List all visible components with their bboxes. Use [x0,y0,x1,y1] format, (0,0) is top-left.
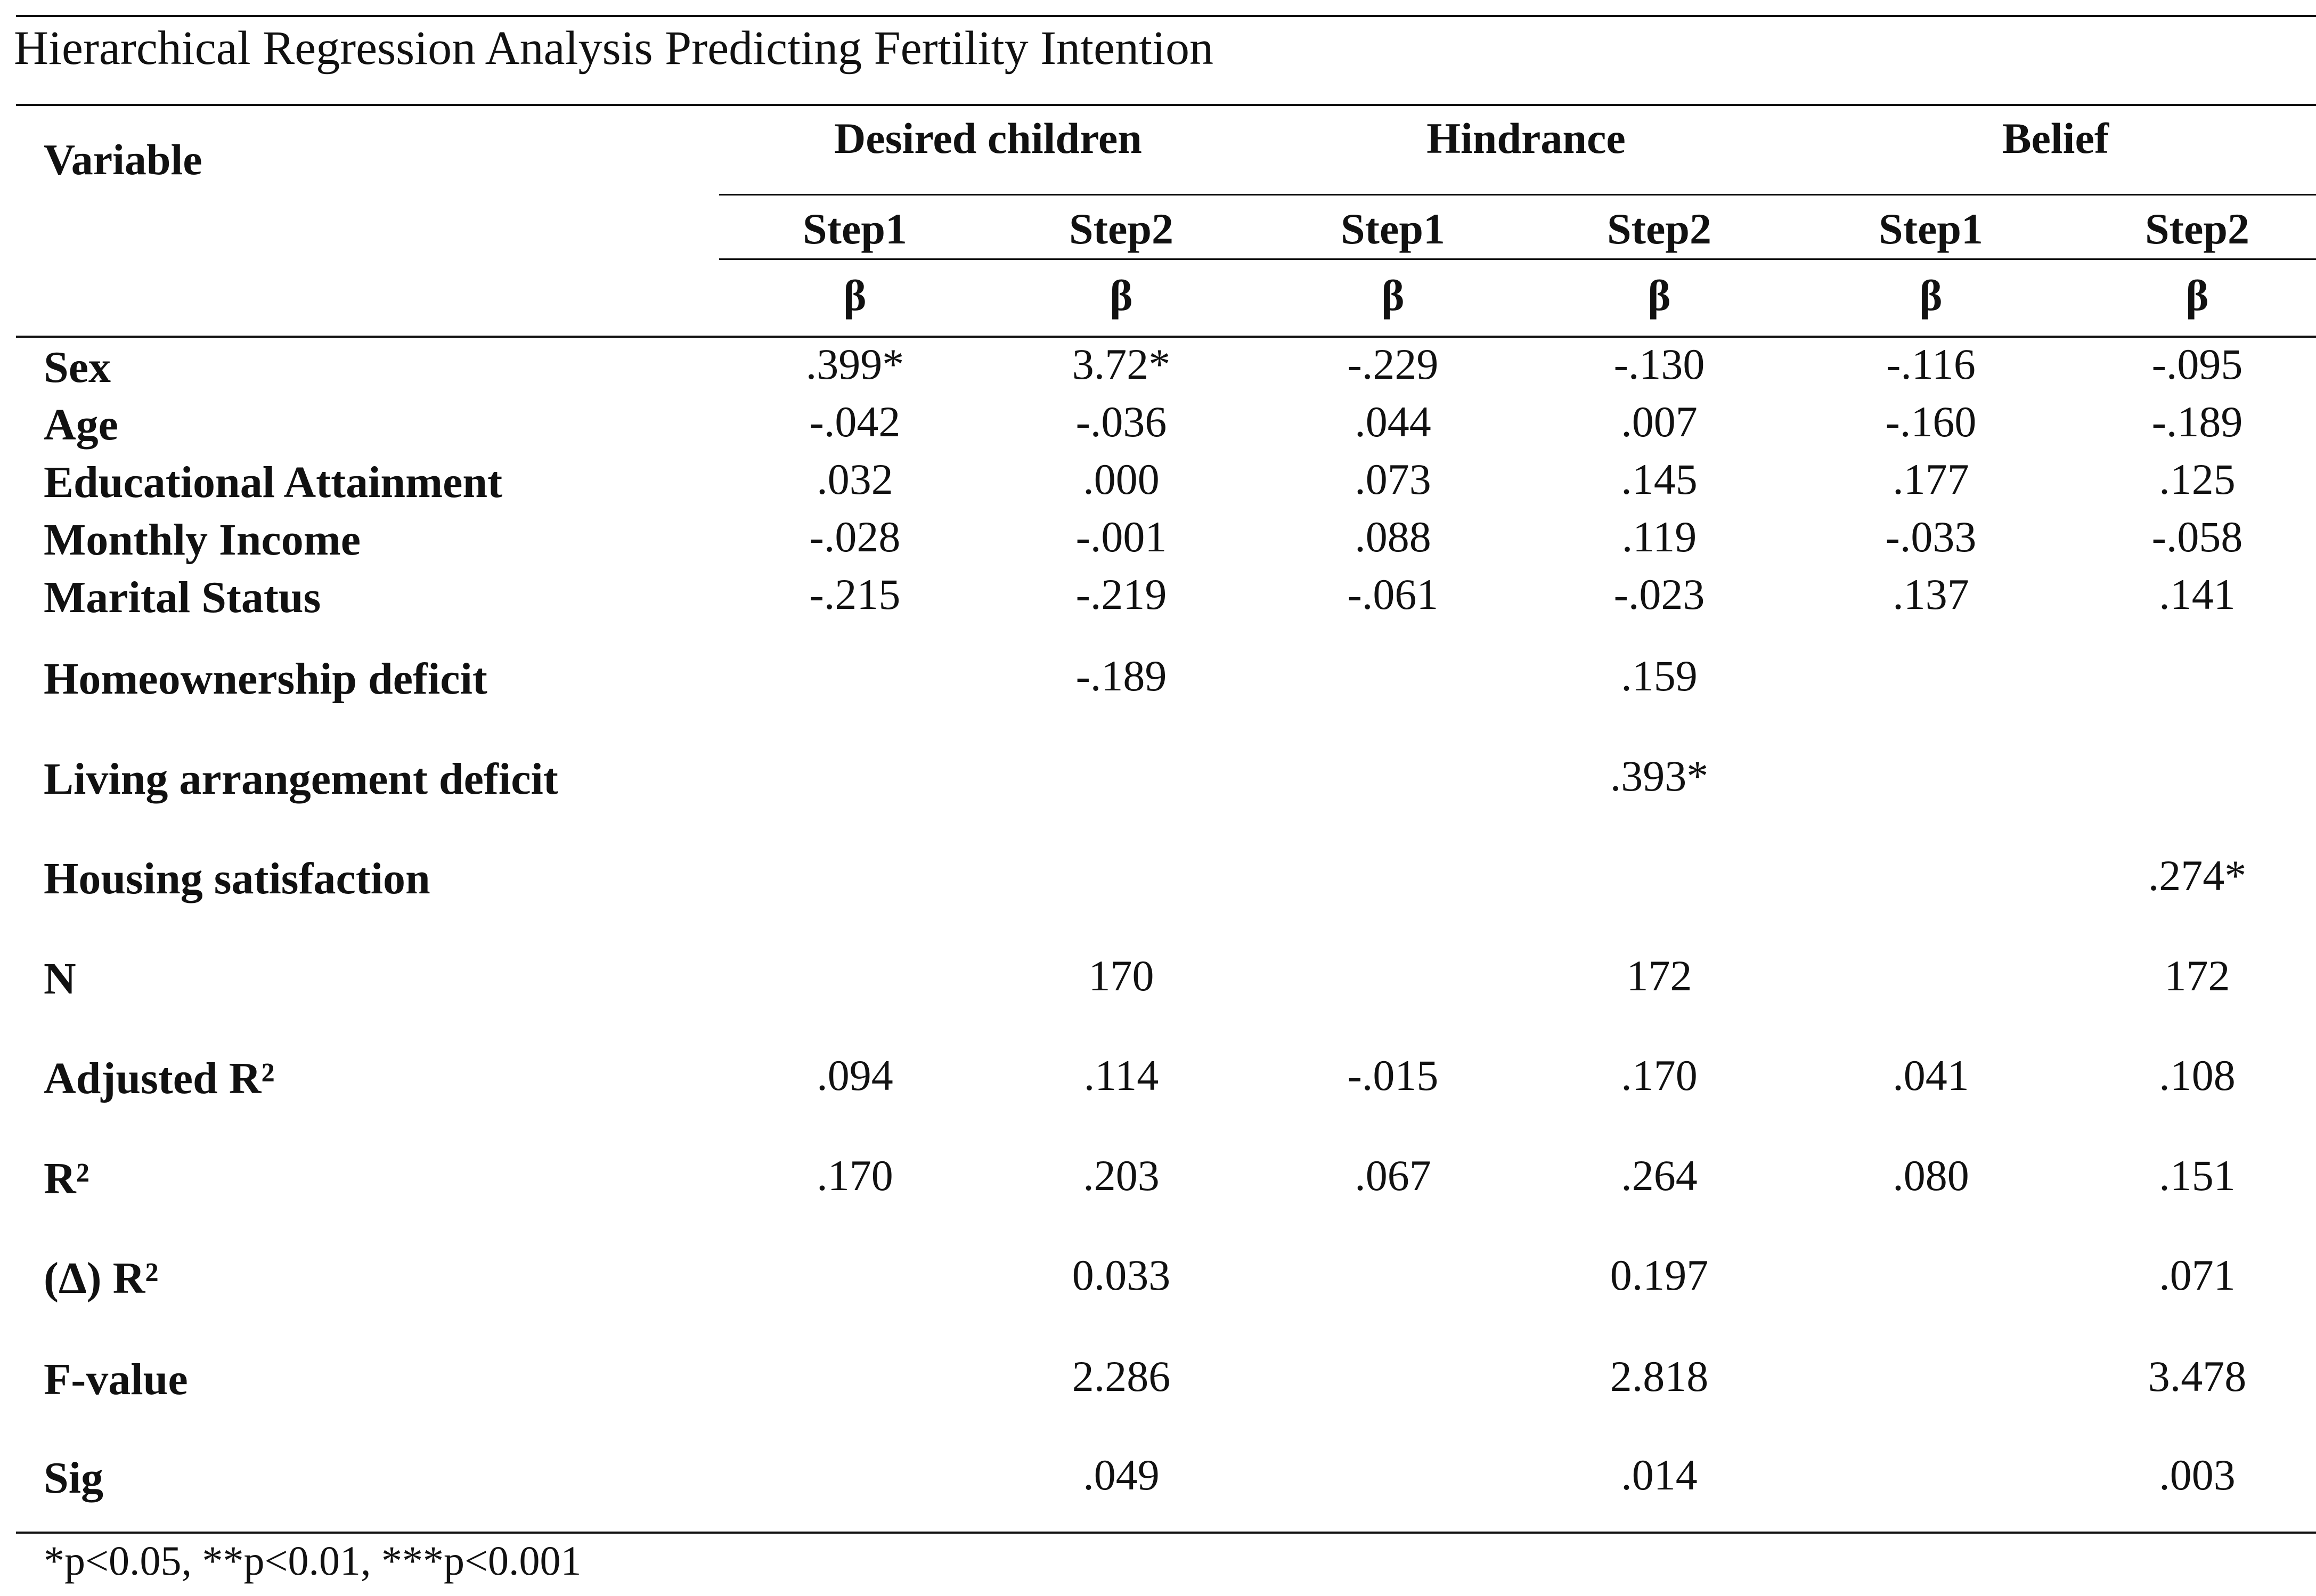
table-cell: .114 [1083,1051,1159,1100]
beta-header: β [2185,271,2209,320]
step-underline [719,258,2316,260]
group-header-belief: Belief [2002,114,2109,162]
beta-header: β [1648,271,1671,320]
table-cell: .159 [1621,652,1698,700]
table-cell: -.001 [1075,512,1167,561]
row-label: Adjusted R² [44,1054,275,1103]
table-cell: .049 [1083,1451,1160,1499]
step-header: Step1 [1341,205,1445,253]
table-cell: -.015 [1347,1051,1439,1100]
table-cell: -.215 [809,570,901,618]
step-header: Step2 [1607,205,1711,253]
table-caption: Hierarchical Regression Analysis Predict… [14,22,1214,75]
table-cell: .003 [2159,1451,2236,1499]
variable-header: Variable [44,135,202,184]
table-cell: .007 [1621,397,1698,446]
table-cell: 2.286 [1072,1352,1171,1400]
table-cell: .141 [2159,570,2236,618]
step-header: Step2 [1069,205,1173,253]
step-header: Step1 [803,205,907,253]
table-cell: .014 [1621,1451,1698,1499]
table-cell: .088 [1355,512,1431,561]
table-cell: -.130 [1613,340,1705,388]
beta-header: β [843,271,867,320]
row-label: R² [44,1154,89,1203]
table-cell: -.095 [2151,340,2243,388]
row-label: Marital Status [44,573,321,622]
header-bottom-rule [16,336,2316,338]
row-label: Age [44,400,118,450]
beta-header: β [1110,271,1133,320]
table-cell: 0.033 [1072,1251,1171,1299]
group-header-hindrance: Hindrance [1426,114,1626,162]
group-header-desired-children: Desired children [834,114,1142,162]
table-cell: .044 [1355,397,1431,446]
table-cell: -.033 [1885,512,1977,561]
table-cell: -.036 [1075,397,1167,446]
table-cell: .000 [1083,455,1160,503]
table-cell: -.189 [1075,652,1167,700]
table-cell: -.058 [2151,512,2243,561]
top-rule [16,15,2316,17]
table-cell: .170 [1621,1051,1698,1100]
table-cell: 0.197 [1610,1251,1709,1299]
beta-header: β [1919,271,1943,320]
group-underline [719,194,2316,196]
row-label: F-value [44,1355,188,1404]
table-cell: .073 [1355,455,1431,503]
table-cell: .125 [2159,455,2236,503]
table-cell: -.028 [809,512,901,561]
significance-footnote: *p<0.05, **p<0.01, ***p<0.001 [44,1537,582,1584]
table-cell: 3.478 [2148,1352,2247,1400]
table-cell: .041 [1893,1051,1969,1100]
row-label: Homeownership deficit [44,654,487,704]
table-cell: .177 [1893,455,1969,503]
table-cell: -.229 [1347,340,1439,388]
table-cell: .032 [817,455,893,503]
table-cell: 170 [1088,951,1154,1000]
table-cell: .080 [1893,1151,1969,1200]
row-label: Housing satisfaction [44,854,430,903]
row-label: Sex [44,343,111,392]
table-cell: .071 [2159,1251,2236,1299]
table-cell: .067 [1355,1151,1431,1200]
table-cell: .119 [1621,512,1697,561]
table-cell: 172 [2164,951,2230,1000]
row-label: N [44,954,76,1004]
header-top-rule [16,104,2316,106]
table-cell: .094 [817,1051,893,1100]
row-label: Living arrangement deficit [44,754,558,804]
table-cell: .203 [1083,1151,1160,1200]
table-cell: -.160 [1885,397,1977,446]
step-header: Step2 [2145,205,2249,253]
table-cell: .145 [1621,455,1698,503]
table-cell: .399* [805,340,904,388]
beta-header: β [1381,271,1405,320]
table-cell: -.189 [2151,397,2243,446]
row-label: Monthly Income [44,515,361,565]
bottom-rule [16,1532,2316,1534]
table-cell: .264 [1621,1151,1698,1200]
step-header: Step1 [1879,205,1983,253]
table-cell: -.023 [1613,570,1705,618]
table-cell: .393* [1610,752,1709,800]
table-cell: .151 [2159,1151,2236,1200]
table-cell: -.219 [1075,570,1167,618]
row-label: (Δ) R² [44,1253,159,1303]
table-cell: 2.818 [1610,1352,1709,1400]
table-cell: .170 [817,1151,893,1200]
table-cell: .108 [2159,1051,2236,1100]
table-cell: -.116 [1886,340,1976,388]
table-cell: -.042 [809,397,901,446]
row-label: Educational Attainment [44,458,503,507]
table-cell: 3.72* [1072,340,1171,388]
table-cell: 172 [1626,951,1692,1000]
table-cell: -.061 [1347,570,1439,618]
table-cell: .137 [1893,570,1969,618]
row-label: Sig [44,1453,104,1503]
table-cell: .274* [2148,851,2247,900]
